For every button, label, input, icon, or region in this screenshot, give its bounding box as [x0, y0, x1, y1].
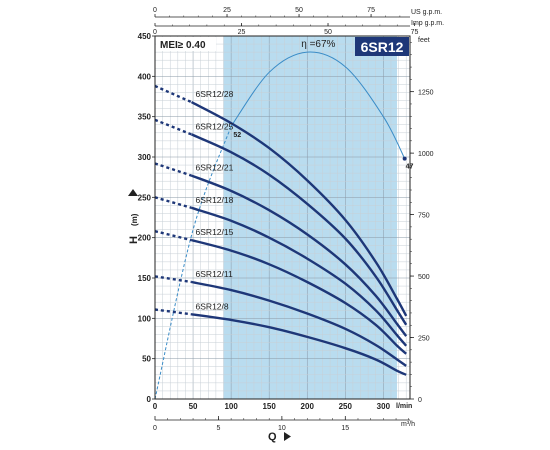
x-tick-label: 150 [262, 402, 276, 411]
feet-tick-label: 250 [418, 336, 430, 343]
us-tick-label: 0 [153, 7, 157, 14]
feet-tick-label: 1000 [418, 151, 434, 158]
curve-label: 6SR12/11 [196, 269, 233, 279]
feet-tick-label: 0 [418, 397, 422, 404]
efficiency-end-marker [402, 156, 407, 161]
imp-tick-label: 75 [411, 29, 419, 36]
curve-dashed-segment [154, 275, 192, 284]
curves-layer [154, 84, 408, 376]
left-axis-ticks: 0 50 100 150 200 250 300 350 400 450 [138, 32, 155, 404]
curve-dashed-segment [154, 308, 192, 316]
y-tick-label: 150 [138, 274, 152, 283]
curve-6sr12-28 [154, 84, 408, 317]
x-tick-label: 200 [301, 402, 315, 411]
shaded-region-layer [223, 36, 398, 399]
top-axes: US g.p.m. Imp g.p.m. [155, 9, 444, 27]
model-badge: 6SR12 [361, 39, 404, 55]
x-tick-label: 300 [377, 402, 391, 411]
model-badge-bg [355, 37, 409, 56]
curve-6sr12-8 [154, 308, 407, 376]
imp-tick-label: 0 [153, 29, 157, 36]
curve-solid-segment [191, 280, 407, 367]
m3h-axis-unit: m³/h [401, 421, 415, 428]
y-tick-label: 100 [138, 314, 152, 323]
curve-6sr12-15 [154, 230, 407, 355]
x-tick-label: 250 [339, 402, 353, 411]
y-tick-label: 50 [142, 355, 151, 364]
curve-6sr12-21 [154, 162, 408, 337]
curve-6sr12-18 [154, 196, 408, 347]
y-tick-label: 400 [138, 72, 152, 81]
feet-tick-label: 500 [418, 274, 430, 281]
efficiency-curve [230, 51, 406, 159]
curve-dashed-segment [154, 162, 192, 177]
y-tick-label: 0 [147, 395, 152, 404]
right-axis-unit: feet [418, 37, 430, 44]
us-tick-label: 75 [367, 7, 375, 14]
x-tick-label: 0 [153, 402, 158, 411]
curve-label: 6SR12/8 [196, 301, 229, 311]
curve-label: 6SR12/25 [196, 121, 234, 131]
y-axis-label: H [128, 236, 140, 244]
curve-solid-segment [191, 313, 407, 376]
m3h-tick-label: 10 [278, 425, 286, 432]
feet-tick-label: 750 [418, 213, 430, 220]
feet-tick-label: 1250 [418, 90, 434, 97]
us-tick-label: 50 [295, 7, 303, 14]
plot-border [154, 35, 411, 400]
us-axis-unit: US g.p.m. [411, 9, 442, 16]
m3h-tick-label: 15 [341, 425, 349, 432]
curve-solid-segment [191, 238, 407, 355]
curve-label: 6SR12/28 [196, 89, 234, 99]
curve-solid-segment [191, 133, 408, 326]
curve-dashed-segment [154, 84, 192, 104]
curve-dashed-segment [154, 196, 192, 209]
right-axis-ticks: 0 250 500 750 1000 1250 [410, 42, 434, 404]
m3h-tick-label: 0 [153, 425, 157, 432]
curve-label: 6SR12/18 [196, 195, 234, 205]
bottom-axis-ticks: 0 50 100 150 200 250 300 0 5 10 15 [153, 402, 409, 432]
y-axis-unit: (m) [130, 213, 139, 226]
curve-6sr12-11 [154, 275, 407, 367]
mei-label: MEI≥ 0.40 [160, 40, 206, 51]
mei-badge-bg [156, 37, 216, 51]
efficiency-start-label: 52 [233, 132, 241, 139]
efficiency-peak-label: η =67% [301, 39, 335, 50]
curve-solid-segment [190, 101, 408, 317]
curve-label: 6SR12/21 [196, 163, 234, 173]
imp-tick-label: 50 [324, 29, 332, 36]
curve-solid-segment [191, 174, 408, 337]
recommended-range-band [223, 36, 398, 399]
us-tick-label: 25 [223, 7, 231, 14]
efficiency-curve-dashed [155, 126, 232, 399]
top-axis-ticks: 0 25 50 75 0 25 50 75 [153, 7, 418, 36]
y-tick-label: 200 [138, 234, 152, 243]
x-tick-label: 100 [224, 402, 238, 411]
xlabel-arrow-icon [284, 432, 291, 441]
curve-6sr12-25 [154, 118, 408, 326]
y-tick-label: 350 [138, 113, 152, 122]
efficiency-layer [155, 51, 407, 399]
y-tick-label: 300 [138, 153, 152, 162]
curve-label: 6SR12/15 [196, 227, 234, 237]
curve-dashed-segment [154, 118, 192, 136]
x-axis-label: Q [268, 431, 277, 443]
y-tick-label: 250 [138, 193, 152, 202]
curve-dashed-segment [154, 230, 192, 242]
ylabel-arrow-icon [128, 189, 138, 196]
x-tick-label: 50 [189, 402, 198, 411]
y-tick-label: 450 [138, 32, 152, 41]
curve-solid-segment [191, 206, 408, 347]
m3h-tick-label: 5 [216, 425, 220, 432]
x-unit-lmin: l/min [396, 403, 412, 410]
imp-tick-label: 25 [238, 29, 246, 36]
imp-axis-unit: Imp g.p.m. [411, 20, 444, 27]
